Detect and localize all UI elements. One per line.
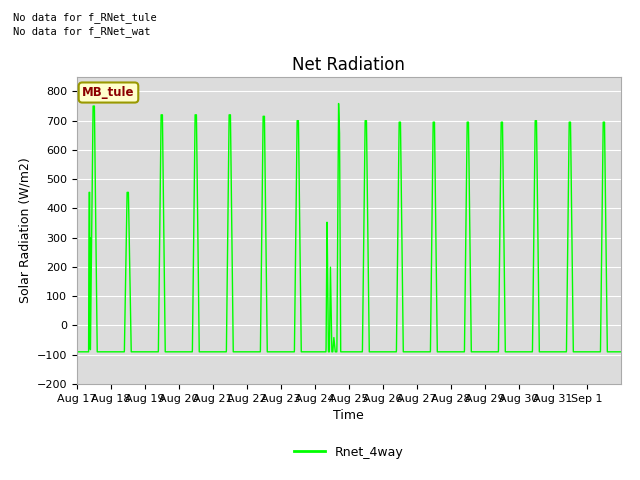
Text: MB_tule: MB_tule xyxy=(82,86,135,99)
Text: No data for f_RNet_tule: No data for f_RNet_tule xyxy=(13,12,157,23)
Legend: Rnet_4way: Rnet_4way xyxy=(289,441,409,464)
X-axis label: Time: Time xyxy=(333,409,364,422)
Title: Net Radiation: Net Radiation xyxy=(292,56,405,74)
Text: No data for f_RNet_wat: No data for f_RNet_wat xyxy=(13,26,150,37)
Y-axis label: Solar Radiation (W/m2): Solar Radiation (W/m2) xyxy=(18,157,31,303)
